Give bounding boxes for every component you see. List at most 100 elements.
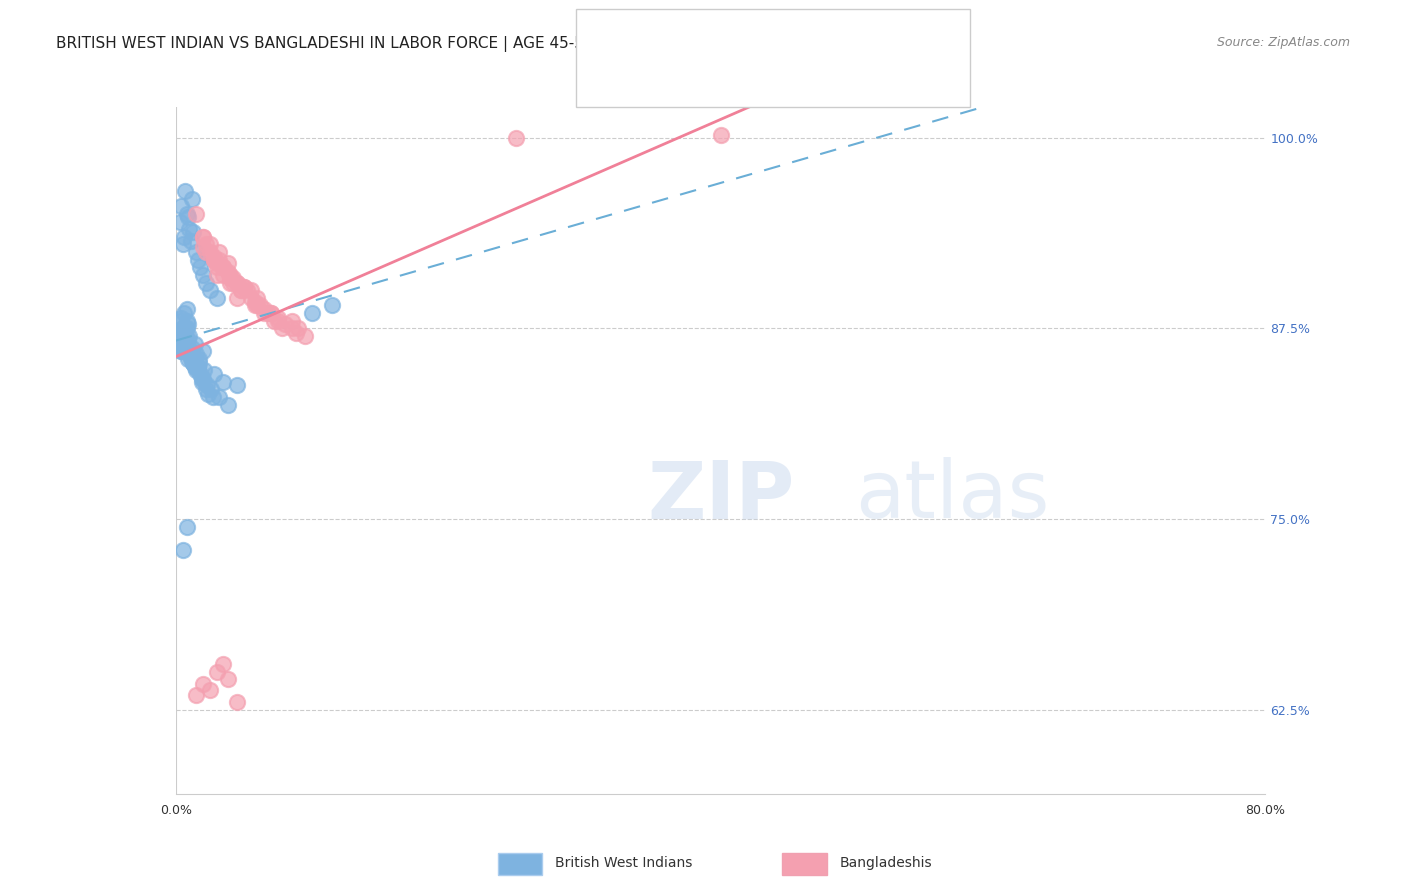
Point <box>201 390 224 404</box>
Point <box>267 314 290 328</box>
Point <box>170 336 193 351</box>
Text: R =: R = <box>652 31 686 46</box>
Point <box>176 207 198 221</box>
Text: Bangladeshis: Bangladeshis <box>839 856 932 870</box>
Point <box>174 329 197 343</box>
Point <box>205 256 228 270</box>
Point <box>187 356 209 370</box>
Point <box>191 344 214 359</box>
Point <box>226 695 249 709</box>
Text: N =: N = <box>780 31 814 46</box>
Point <box>179 344 201 359</box>
Point <box>246 291 269 305</box>
Point <box>177 332 200 346</box>
Point <box>212 268 235 282</box>
Point <box>180 351 202 366</box>
Text: BRITISH WEST INDIAN VS BANGLADESHI IN LABOR FORCE | AGE 45-54 CORRELATION CHART: BRITISH WEST INDIAN VS BANGLADESHI IN LA… <box>56 36 763 52</box>
Point <box>184 359 207 374</box>
Point <box>191 229 214 244</box>
Point <box>205 665 228 679</box>
Point <box>222 271 245 285</box>
Point <box>226 377 249 392</box>
Point <box>208 245 231 260</box>
Point <box>184 351 207 366</box>
Point <box>186 359 209 374</box>
Text: atlas: atlas <box>855 458 1049 535</box>
Point <box>176 336 198 351</box>
Point <box>235 283 257 297</box>
Point <box>186 359 209 374</box>
Text: 0.109: 0.109 <box>700 31 744 46</box>
Point <box>301 306 323 320</box>
Text: R =: R = <box>652 70 686 85</box>
Text: 0.245: 0.245 <box>700 70 744 85</box>
Point <box>212 260 235 275</box>
Point <box>191 229 214 244</box>
Point <box>212 657 235 672</box>
Point <box>181 341 204 355</box>
Point <box>173 229 195 244</box>
Point <box>186 245 208 260</box>
Point <box>205 268 228 282</box>
Point <box>205 291 228 305</box>
Point <box>188 367 211 381</box>
Point <box>169 314 191 328</box>
Point <box>217 673 239 687</box>
Point <box>243 295 266 310</box>
Point <box>172 321 194 335</box>
Point <box>226 291 249 305</box>
FancyBboxPatch shape <box>498 853 543 875</box>
Point <box>172 332 194 346</box>
Point <box>219 276 242 290</box>
Point <box>191 240 214 254</box>
Point <box>187 351 209 366</box>
Point <box>179 329 201 343</box>
Point <box>219 271 242 285</box>
Point <box>176 321 198 335</box>
Point <box>194 245 217 260</box>
Text: 58: 58 <box>828 70 848 85</box>
Point <box>179 222 201 236</box>
Point <box>260 306 283 320</box>
Point <box>200 383 222 397</box>
Point <box>202 367 225 381</box>
Point <box>710 128 733 142</box>
Point <box>186 207 208 221</box>
Point <box>226 276 249 290</box>
Point <box>294 329 316 343</box>
Point <box>180 344 202 359</box>
Point <box>169 326 191 340</box>
Point <box>208 390 231 404</box>
Point <box>170 344 193 359</box>
Text: ZIP: ZIP <box>647 458 794 535</box>
Point <box>198 245 221 260</box>
Point <box>195 377 218 392</box>
Point <box>263 314 285 328</box>
Point <box>181 351 204 366</box>
Point <box>193 362 215 376</box>
Point <box>257 306 280 320</box>
Point <box>222 276 245 290</box>
Point <box>202 252 225 267</box>
Point <box>202 250 225 264</box>
Point <box>231 283 253 297</box>
Point <box>232 280 254 294</box>
Point <box>177 210 200 224</box>
Point <box>202 252 225 267</box>
Point <box>174 329 197 343</box>
Point <box>253 306 276 320</box>
Point <box>198 683 221 698</box>
FancyBboxPatch shape <box>598 26 641 52</box>
Point <box>169 214 191 228</box>
FancyBboxPatch shape <box>783 853 827 875</box>
Point <box>321 298 343 312</box>
Point <box>172 542 194 557</box>
Point <box>505 130 527 145</box>
Point <box>267 310 290 325</box>
Point <box>172 321 194 335</box>
Point <box>190 375 212 389</box>
Point <box>219 268 242 282</box>
Text: Source: ZipAtlas.com: Source: ZipAtlas.com <box>1216 36 1350 49</box>
Text: N =: N = <box>780 70 814 85</box>
Point <box>186 362 208 376</box>
